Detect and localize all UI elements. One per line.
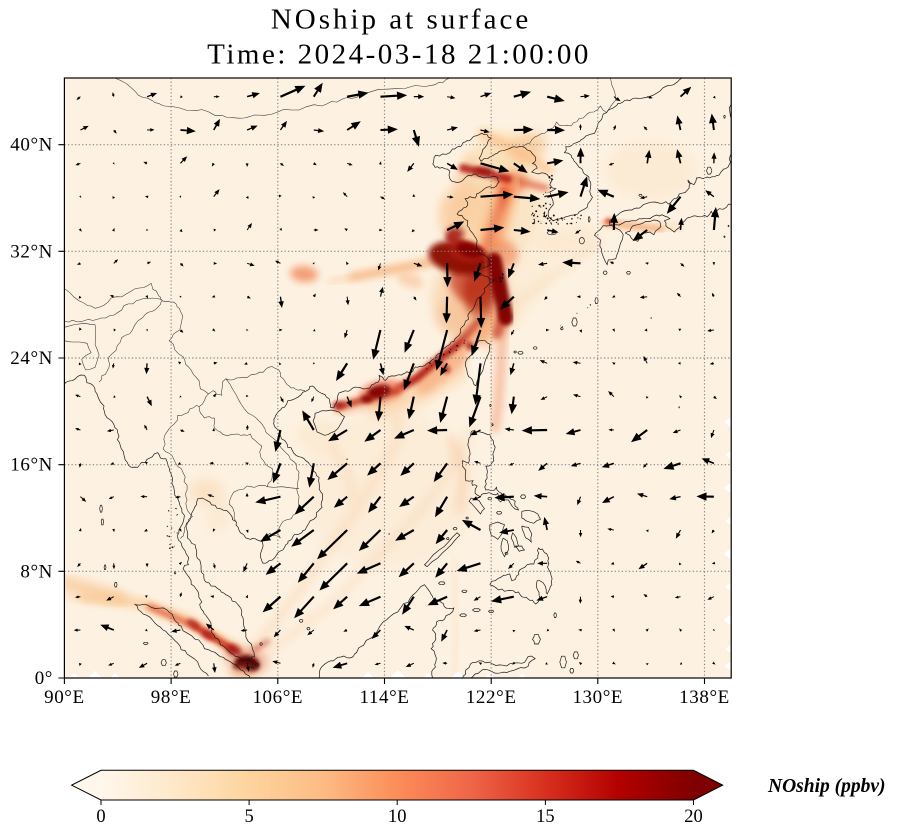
svg-text:90°E: 90°E <box>44 687 85 708</box>
svg-text:20: 20 <box>684 807 703 827</box>
svg-text:40°N: 40°N <box>10 135 53 156</box>
svg-text:114°E: 114°E <box>360 687 410 708</box>
svg-text:5: 5 <box>244 807 253 827</box>
svg-text:0: 0 <box>96 807 105 827</box>
svg-text:106°E: 106°E <box>252 687 303 708</box>
svg-text:0°: 0° <box>35 668 53 689</box>
svg-text:10: 10 <box>388 807 407 827</box>
svg-text:130°E: 130°E <box>572 687 623 708</box>
svg-text:24°N: 24°N <box>10 348 53 369</box>
svg-text:32°N: 32°N <box>10 241 53 262</box>
svg-text:122°E: 122°E <box>466 687 517 708</box>
svg-text:138°E: 138°E <box>679 687 730 708</box>
svg-text:8°N: 8°N <box>20 561 53 582</box>
svg-text:NOship (ppbv): NOship (ppbv) <box>767 776 886 797</box>
svg-text:15: 15 <box>536 807 555 827</box>
svg-text:NOship at surface: NOship at surface <box>271 4 531 36</box>
svg-text:98°E: 98°E <box>151 687 192 708</box>
svg-text:Time: 2024-03-18 21:00:00: Time: 2024-03-18 21:00:00 <box>207 39 591 71</box>
svg-text:16°N: 16°N <box>10 455 53 476</box>
